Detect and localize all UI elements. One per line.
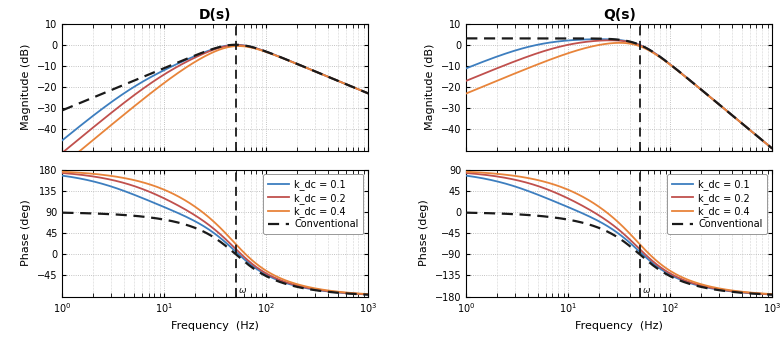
Legend: k_dc = 0.1, k_dc = 0.2, k_dc = 0.4, Conventional: k_dc = 0.1, k_dc = 0.2, k_dc = 0.4, Conv… bbox=[263, 175, 363, 234]
Text: $\omega$: $\omega$ bbox=[642, 286, 651, 295]
Text: $\omega$: $\omega$ bbox=[238, 286, 247, 295]
X-axis label: Frequency  (Hz): Frequency (Hz) bbox=[576, 321, 663, 331]
Legend: k_dc = 0.1, k_dc = 0.2, k_dc = 0.4, Conventional: k_dc = 0.1, k_dc = 0.2, k_dc = 0.4, Conv… bbox=[667, 175, 768, 234]
Y-axis label: Magnitude (dB): Magnitude (dB) bbox=[22, 44, 31, 130]
Title: Q(s): Q(s) bbox=[603, 8, 636, 23]
X-axis label: Frequency  (Hz): Frequency (Hz) bbox=[172, 321, 259, 331]
Y-axis label: Phase (deg): Phase (deg) bbox=[419, 200, 429, 267]
Y-axis label: Phase (deg): Phase (deg) bbox=[22, 200, 31, 267]
Title: D(s): D(s) bbox=[199, 8, 232, 23]
Y-axis label: Magnitude (dB): Magnitude (dB) bbox=[425, 44, 435, 130]
